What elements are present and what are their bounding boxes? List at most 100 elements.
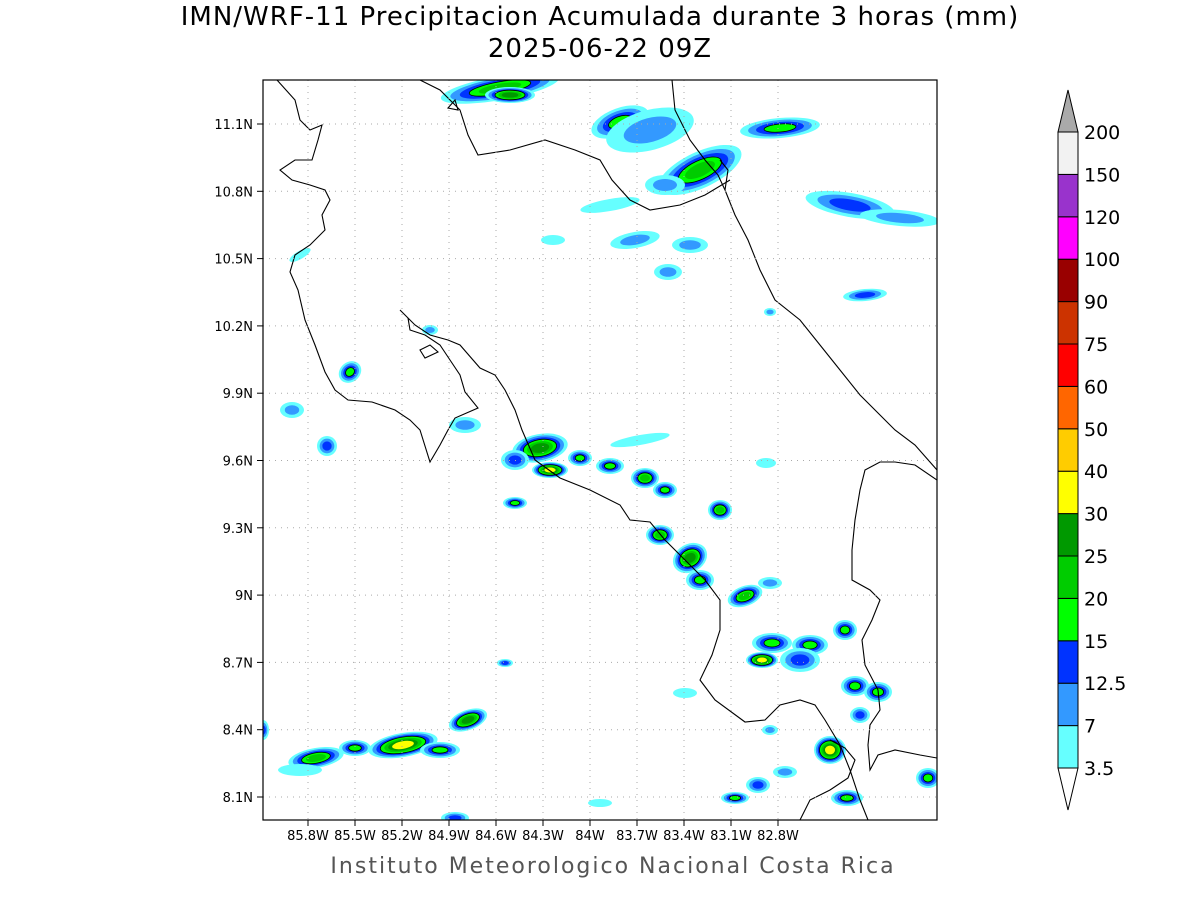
colorbar-label: 15 [1084, 631, 1108, 653]
y-tick-label: 10.2N [214, 320, 253, 335]
y-tick-label: 10.5N [214, 253, 253, 268]
precip-cell [780, 648, 820, 672]
y-tick-label: 8.7N [223, 656, 253, 671]
colorbar-label: 7 [1084, 716, 1096, 738]
precip-cell [606, 107, 694, 153]
y-tick-label: 8.4N [223, 724, 253, 739]
precip-cell [497, 659, 513, 667]
colorbar-high-arrow [1057, 89, 1079, 133]
colorbar-swatch [1057, 682, 1079, 727]
colorbar-swatch [1057, 597, 1079, 642]
colorbar-swatch [1057, 301, 1079, 345]
precip-cell [339, 740, 371, 756]
colorbar-label: 40 [1084, 461, 1108, 483]
precip-cell [532, 462, 568, 478]
longitude-axis: 85.8W 85.5W 85.2W 84.9W 84.6W 84.3W 84W 83.7W 83… [287, 820, 799, 844]
colorbar-swatch [1057, 428, 1079, 472]
precip-cell [317, 436, 337, 456]
precip-cell [503, 497, 527, 509]
x-tick-label: 85.2W [381, 829, 423, 844]
precip-cell [833, 620, 857, 640]
precip-cell [448, 708, 488, 732]
y-tick-label: 11.1N [214, 118, 253, 133]
precip-cell [420, 742, 460, 758]
precip-cell [672, 237, 708, 253]
precip-cell [646, 525, 674, 545]
colorbar-swatch [1057, 513, 1079, 557]
precip-cell [756, 458, 776, 468]
precip-cell [916, 768, 937, 788]
precip-cell [541, 235, 565, 245]
precip-cell [588, 799, 612, 807]
precipitation-field [263, 80, 937, 820]
x-tick-label: 83.1W [710, 829, 752, 844]
precip-cell [263, 720, 269, 740]
precip-cell [338, 361, 362, 383]
precip-cell [758, 577, 782, 589]
colorbar-swatch [1057, 258, 1079, 303]
x-tick-label: 84.9W [428, 829, 470, 844]
colorbar-swatch [1057, 173, 1079, 218]
precip-cell [843, 288, 887, 302]
credit-text: Instituto Meteorologico Nacional Costa R… [330, 854, 896, 879]
colorbar-label: 150 [1084, 164, 1120, 186]
colorbar-swatch [1057, 385, 1079, 430]
y-tick-label: 9N [235, 589, 253, 604]
precip-cell [860, 209, 937, 227]
precip-cell [746, 777, 770, 793]
colorbar-label: 25 [1084, 546, 1108, 568]
precip-cell [773, 766, 797, 778]
colorbar-label: 12.5 [1084, 673, 1126, 695]
colorbar-label: 120 [1084, 207, 1120, 229]
colorbar-swatch [1057, 555, 1079, 599]
x-tick-label: 82.8W [757, 829, 799, 844]
y-tick-label: 9.3N [223, 522, 253, 537]
colorbar-low-arrow [1057, 767, 1079, 811]
coastline [276, 80, 937, 820]
precip-cell [631, 468, 659, 488]
colorbar-label: 200 [1084, 122, 1120, 144]
x-tick-label: 84.6W [475, 829, 517, 844]
colorbar-swatch [1057, 640, 1079, 684]
precip-cell [841, 676, 869, 696]
colorbar-label: 30 [1084, 504, 1108, 526]
colorbar-swatch [1057, 216, 1079, 260]
precip-cell [449, 417, 481, 433]
precip-cell [686, 570, 714, 590]
precip-cell [721, 792, 749, 804]
x-tick-label: 83.4W [663, 829, 705, 844]
y-tick-label: 10.8N [214, 185, 253, 200]
precip-cell [289, 248, 311, 262]
colorbar-swatch [1057, 470, 1079, 515]
map-subtitle: 2025-06-22 09Z [487, 34, 713, 64]
precip-cell [762, 725, 778, 735]
colorbar-swatch [1057, 343, 1079, 387]
precip-cell [288, 747, 344, 769]
precip-cell [610, 432, 670, 448]
map-title: IMN/WRF-11 Precipitacion Acumulada duran… [180, 2, 1020, 32]
x-tick-label: 83.7W [616, 829, 658, 844]
colorbar-label: 3.5 [1084, 758, 1114, 780]
precip-cell [653, 482, 677, 498]
precip-cell [708, 500, 732, 520]
x-tick-label: 85.5W [334, 829, 376, 844]
precip-cell [422, 325, 438, 335]
precip-cell [580, 197, 640, 213]
colorbar-label: 100 [1084, 249, 1120, 271]
latitude-axis: 11.1N 10.8N 10.5N 10.2N 9.9N 9.6N 9.3N 9N 8.7N 8.… [214, 118, 263, 806]
precip-cell [672, 542, 708, 574]
precip-cell [441, 812, 469, 820]
colorbar-label: 60 [1084, 376, 1108, 398]
precip-cell [368, 731, 438, 759]
colorbar-label: 20 [1084, 588, 1108, 610]
precip-cell [746, 652, 778, 668]
precip-cell [764, 308, 776, 316]
precip-cell [596, 458, 624, 474]
precip-cell [654, 264, 682, 280]
precip-cell [850, 707, 870, 723]
colorbar-swatch [1057, 725, 1079, 769]
y-tick-label: 9.6N [223, 455, 253, 470]
precip-cell [568, 450, 592, 466]
y-tick-label: 9.9N [223, 387, 253, 402]
precip-cell [280, 402, 304, 418]
